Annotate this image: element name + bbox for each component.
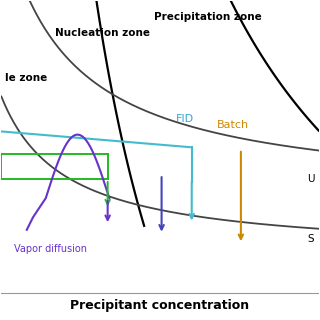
Text: Batch: Batch	[217, 120, 249, 130]
Text: le zone: le zone	[4, 73, 47, 83]
Text: U: U	[308, 174, 315, 184]
Text: S: S	[308, 234, 314, 244]
Text: Vapor diffusion: Vapor diffusion	[14, 244, 87, 254]
Text: Nucleation zone: Nucleation zone	[55, 28, 150, 38]
Text: Precipitant concentration: Precipitant concentration	[70, 299, 250, 312]
Text: Precipitation zone: Precipitation zone	[154, 12, 261, 22]
Text: FID: FID	[176, 114, 194, 124]
